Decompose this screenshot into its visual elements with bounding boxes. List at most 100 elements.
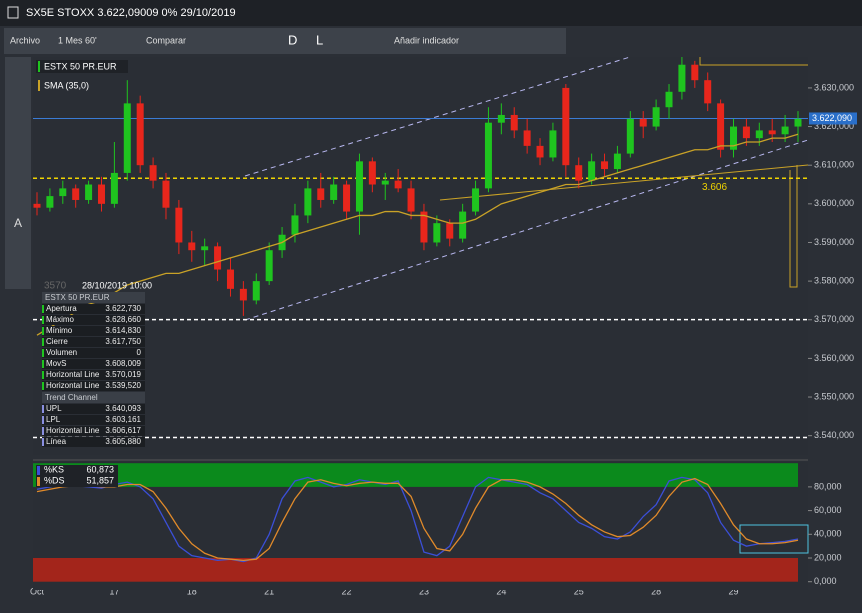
stoch-band <box>33 558 798 582</box>
info-label: Mínimo <box>46 326 73 335</box>
candle-body <box>639 118 647 127</box>
candle-body <box>420 211 428 243</box>
info-row <box>42 370 145 380</box>
legend-swatch <box>37 466 40 475</box>
info-label: LPL <box>46 415 61 424</box>
candle-body <box>510 114 518 131</box>
candle-body <box>575 165 583 181</box>
info-value: 3.539,520 <box>105 381 141 390</box>
trend-line <box>439 164 809 201</box>
info-swatch <box>42 438 44 446</box>
candle-body <box>239 288 247 301</box>
candle-body <box>523 130 531 146</box>
legend-box <box>36 60 128 73</box>
candle-body <box>588 161 596 181</box>
candle-body <box>755 130 763 139</box>
info-label: Apertura <box>46 304 77 313</box>
candle-body <box>626 118 634 154</box>
y-tick-label: 3.590,000 <box>814 237 854 247</box>
stoch-band <box>33 463 798 487</box>
candle-body <box>175 207 183 243</box>
candle-body <box>652 107 660 127</box>
info-label: Cierre <box>46 337 68 346</box>
info-row <box>42 348 145 358</box>
info-value: 0 <box>137 348 142 357</box>
line-label: 3.606 <box>702 182 727 193</box>
candle-body <box>549 130 557 158</box>
info-ghost: 3570 <box>44 281 67 292</box>
candle-body <box>730 126 738 150</box>
info-value: 3.608,009 <box>105 359 141 368</box>
y-tick-label: 3.610,000 <box>814 160 854 170</box>
info-header <box>42 292 145 303</box>
title-bar <box>0 0 862 26</box>
candle-body <box>291 215 299 235</box>
x-tick-label: 21 <box>264 586 274 596</box>
legend-swatch <box>38 80 40 91</box>
info-swatch <box>42 316 44 324</box>
x-tick-label: 29 <box>729 586 739 596</box>
candle-body <box>33 203 41 208</box>
legend-entry: %DS <box>44 475 65 485</box>
toolbar-button[interactable]: Añadir indicador <box>394 35 459 45</box>
candle-body <box>613 153 621 170</box>
y-tick-label: 60,000 <box>814 505 842 515</box>
last-price-label: 3.622,090 <box>812 113 852 123</box>
y-tick-label: 80,000 <box>814 481 842 491</box>
candle-body <box>317 188 325 200</box>
info-swatch <box>42 338 44 346</box>
info-value: 3.605,880 <box>105 437 141 446</box>
info-value: 3.570,019 <box>105 370 141 379</box>
candle-body <box>85 184 93 200</box>
text-tool[interactable]: A <box>14 216 22 230</box>
stoch-line <box>36 476 799 563</box>
toolbar-button[interactable]: Archivo <box>10 35 40 45</box>
main-plot <box>33 57 808 455</box>
window-title: SX5E STOXX 3.622,09009 0% 29/10/2019 <box>26 7 236 19</box>
y-tick-label: 20,000 <box>814 552 842 562</box>
y-tick-label: 3.600,000 <box>814 198 854 208</box>
candle-body <box>368 161 376 185</box>
x-tick-label: 22 <box>342 586 352 596</box>
info-swatch <box>42 371 44 379</box>
info-swatch <box>42 405 44 413</box>
candle-body <box>110 172 118 204</box>
candle-body <box>304 188 312 216</box>
candle-body <box>149 165 157 181</box>
app-icon <box>7 6 19 19</box>
toolbar-button[interactable]: D <box>288 32 297 47</box>
toolbar-button[interactable]: 1 Mes 60' <box>58 35 97 45</box>
legend-value: 51,857 <box>86 475 114 485</box>
info-label: Línea <box>46 437 67 446</box>
info-label: Horizontal Line <box>46 426 100 435</box>
candle-body <box>742 126 750 139</box>
legend-entry: ESTX 50 PR.EUR <box>44 61 117 71</box>
candle-body <box>484 122 492 189</box>
candle-body <box>46 196 54 208</box>
candle-body <box>162 180 170 208</box>
legend-entry: %KS <box>44 464 64 474</box>
candle-body <box>201 246 209 251</box>
candle-body <box>472 188 480 212</box>
stoch-line <box>36 477 799 562</box>
candle-body <box>265 250 273 282</box>
info-row <box>42 315 145 325</box>
info-row <box>42 404 145 414</box>
sma-line <box>36 133 799 336</box>
box-shape <box>789 165 798 288</box>
info-value: 3.622,730 <box>105 304 141 313</box>
candle-body <box>691 64 699 81</box>
candle-body <box>678 64 686 92</box>
info-swatch <box>42 360 44 368</box>
candle-body <box>768 130 776 135</box>
info-row <box>42 304 145 314</box>
info-row <box>42 337 145 347</box>
candle-body <box>704 80 712 104</box>
toolbar-button[interactable]: Comparar <box>146 35 186 45</box>
x-tick-label: 18 <box>187 586 197 596</box>
candle-body <box>72 188 80 200</box>
toolbar-button[interactable]: L <box>316 32 323 47</box>
info-row <box>42 359 145 369</box>
